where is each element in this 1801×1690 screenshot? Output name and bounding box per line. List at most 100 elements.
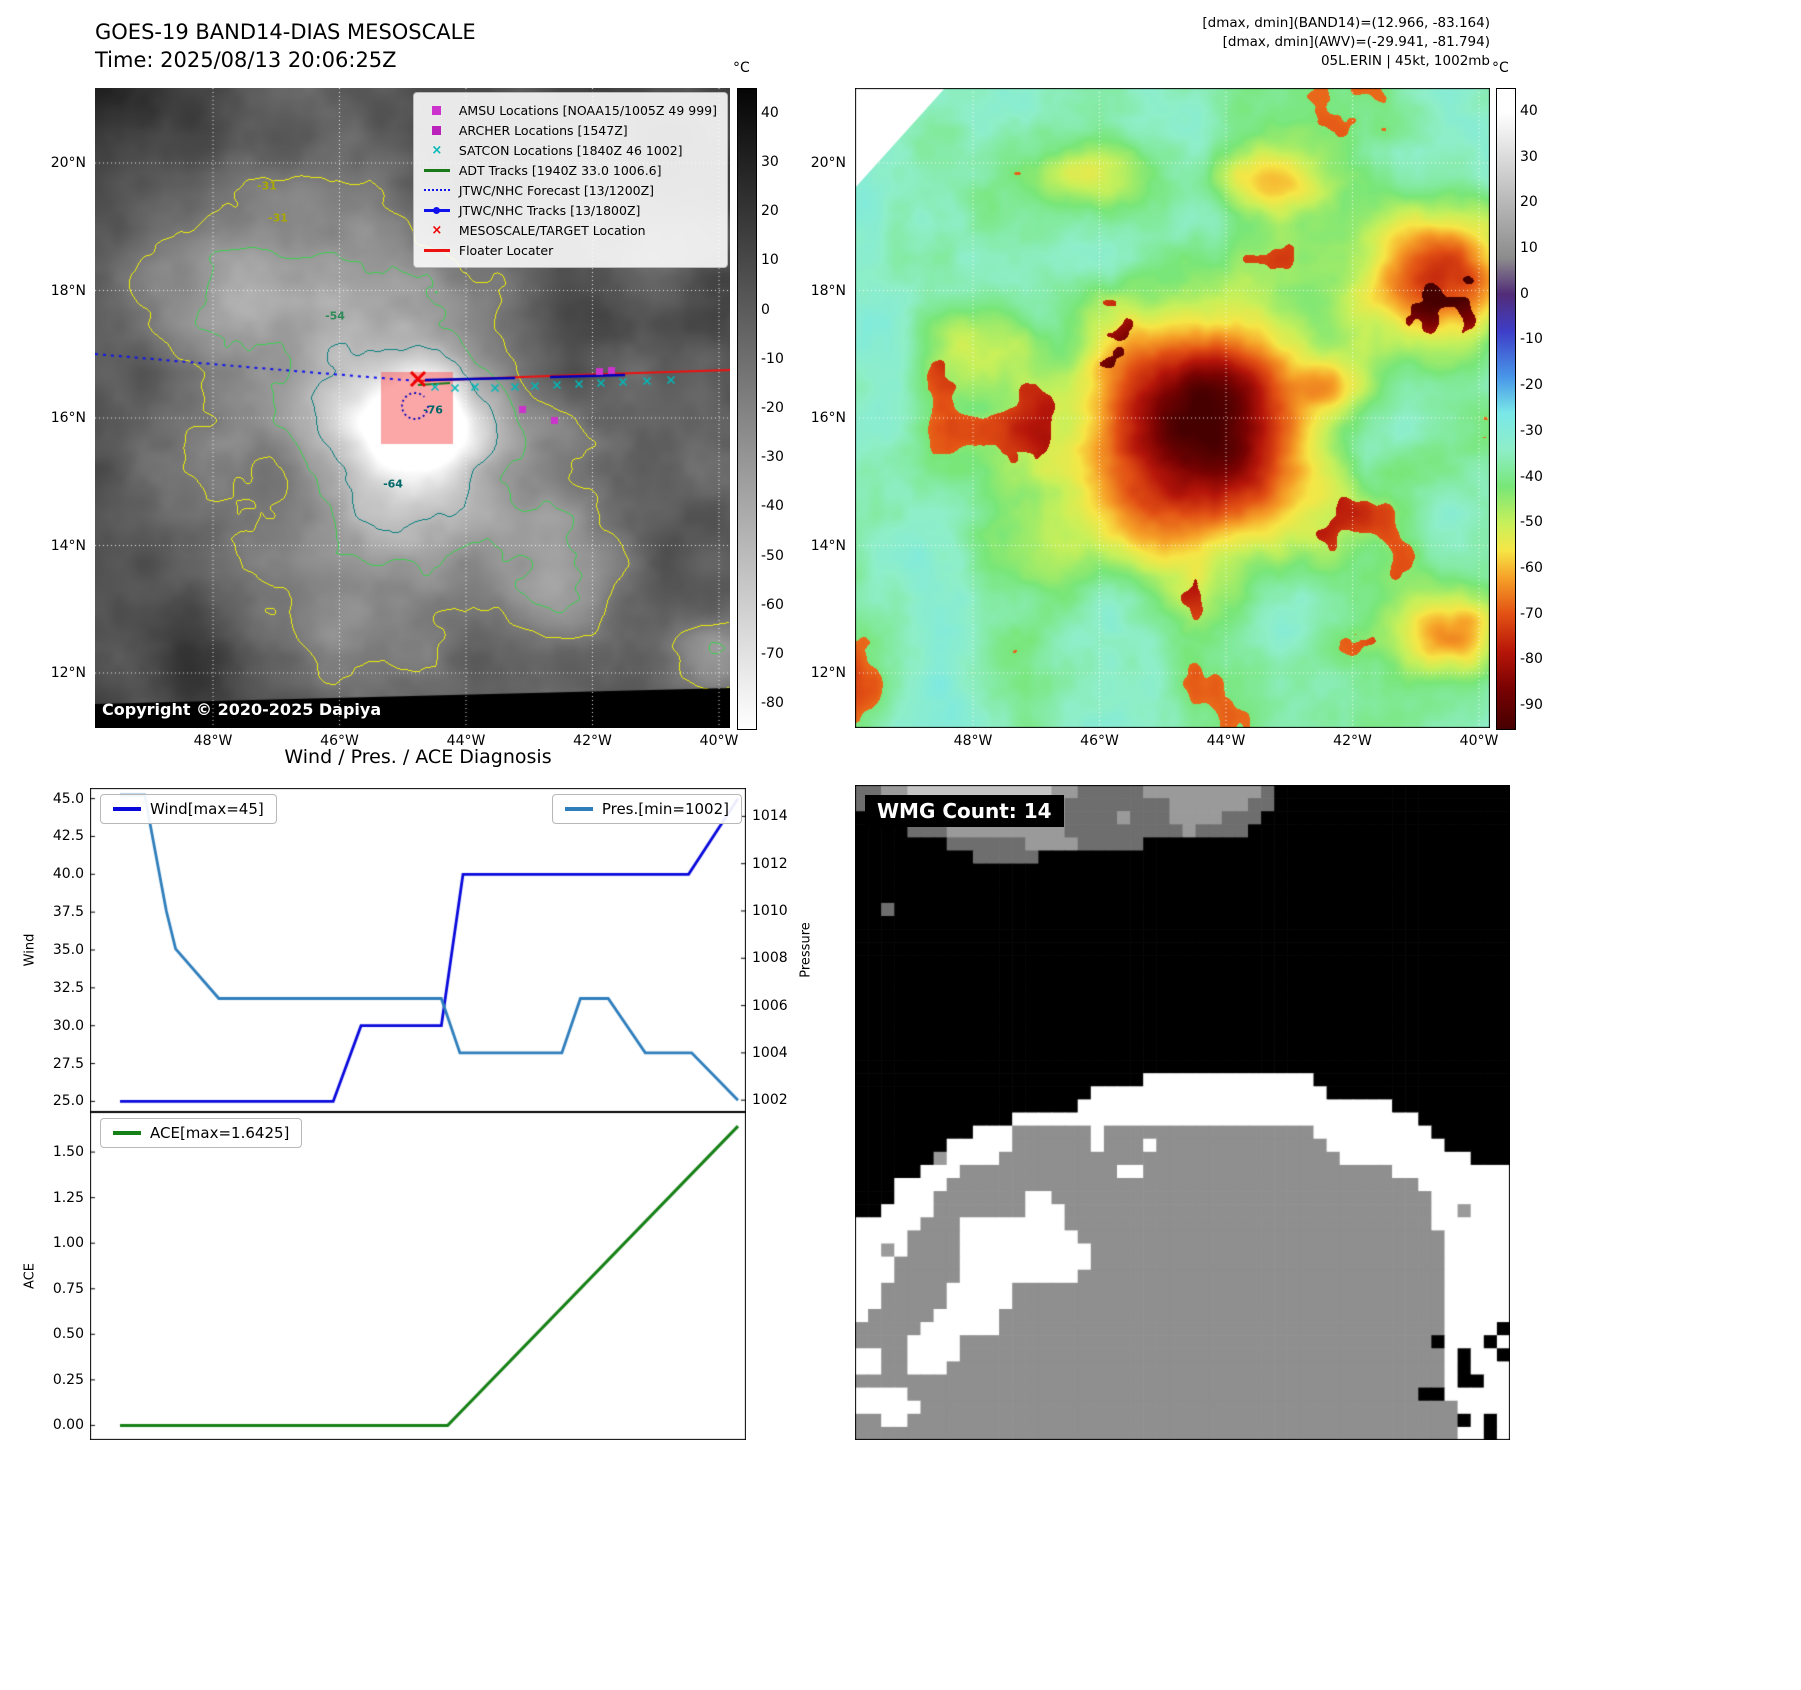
contour-label: -54 [325, 309, 345, 323]
axis-tick-label: 1008 [752, 950, 788, 967]
axis-tick-label: 0.25 [52, 1371, 84, 1388]
legend-item: AMSU Locations [NOAA15/1005Z 49 999] [422, 100, 717, 120]
legend-item-label: AMSU Locations [NOAA15/1005Z 49 999] [458, 102, 717, 118]
legend-item: JTWC/NHC Forecast [13/1200Z] [422, 180, 717, 200]
axis-tick-label: -10 [761, 350, 784, 367]
axis-tick-label: 42°W [573, 733, 612, 749]
axis-tick-label: 48°W [193, 733, 233, 749]
axis-tick-label: 12°N [50, 665, 86, 681]
axis-tick-label: -90 [1520, 697, 1543, 714]
contour-label: -31 [268, 211, 288, 225]
map-legend: AMSU Locations [NOAA15/1005Z 49 999] ARCH… [412, 92, 728, 268]
axis-tick-label: 1012 [752, 855, 788, 872]
contour-label: -76 [423, 403, 443, 417]
axis-tick-label: 1.50 [52, 1144, 84, 1161]
axis-tick-label: 18°N [810, 282, 846, 299]
axis-tick-label: 42.5 [52, 828, 84, 845]
wind-line-sample [113, 807, 141, 811]
axis-tick-label: 20°N [50, 155, 86, 171]
axis-tick-label: 1.00 [52, 1235, 84, 1252]
axis-tick-label: 12°N [810, 665, 846, 681]
wmg-count-label: WMG Count: 14 [865, 795, 1064, 827]
axis-tick-label: 40 [761, 104, 779, 121]
axis-tick-label: 14°N [50, 537, 86, 554]
axis-tick-label: -20 [1520, 377, 1543, 394]
axis-tick-label: -70 [761, 646, 784, 663]
line-marker-icon [422, 206, 452, 214]
pressure-line-sample [564, 807, 593, 811]
x-marker-icon: × [431, 142, 443, 158]
contour-label: -64 [383, 477, 403, 491]
x-marker-icon: × [431, 222, 443, 238]
axis-tick-label: -30 [1520, 422, 1543, 439]
legend-item: ARCHER Locations [1547Z] [422, 120, 717, 140]
legend-item-label: MESOSCALE/TARGET Location [458, 222, 646, 238]
axis-tick-label: -60 [1520, 560, 1543, 576]
dmax-dmin-awv-line: [dmax, dmin](AWV)=(-29.941, -81.794) [1222, 34, 1490, 50]
colorbar-unit-right: °C [1492, 60, 1509, 76]
legend-item-label: ARCHER Locations [1547Z] [458, 122, 628, 138]
axis-tick-label: -50 [1520, 514, 1543, 531]
satellite-map-title: GOES-19 BAND14-DIAS MESOSCALE [95, 20, 476, 44]
axis-tick-label: 30 [1520, 148, 1538, 165]
axis-tick-label: -40 [1520, 468, 1543, 485]
axis-tick-label: -40 [761, 498, 784, 515]
contour-label: -31 [257, 179, 277, 193]
axis-tick-label: 44°W [446, 733, 486, 749]
legend-item: ADT Tracks [1940Z 33.0 1006.6] [422, 160, 717, 180]
pressure-legend: Pres.[min=1002] [551, 794, 742, 824]
axis-tick-label: 40 [1520, 102, 1538, 119]
wind-legend: Wind[max=45] [100, 794, 277, 824]
legend-item-label: ADT Tracks [1940Z 33.0 1006.6] [458, 162, 662, 178]
satellite-map-timestamp: Time: 2025/08/13 20:06:25Z [95, 48, 397, 72]
axis-tick-label: 46°W [320, 733, 359, 749]
dmax-dmin-band14-line: [dmax, dmin](BAND14)=(12.966, -83.164) [1202, 15, 1490, 31]
ace-axis-label: ACE [22, 1263, 38, 1289]
axis-tick-label: 40°W [699, 733, 739, 749]
axis-tick-label: 25.0 [52, 1093, 84, 1110]
axis-tick-label: -60 [761, 596, 784, 613]
legend-item: JTWC/NHC Tracks [13/1800Z] [422, 200, 717, 220]
axis-tick-label: 27.5 [52, 1055, 84, 1072]
storm-id-intensity-line: 05L.ERIN | 45kt, 1002mb [1320, 53, 1490, 69]
axis-tick-label: 0 [1520, 285, 1529, 302]
axis-tick-label: 10 [761, 252, 779, 269]
axis-tick-label: -80 [761, 695, 784, 712]
wmg-panel: WMG Count: 14 [855, 785, 1510, 1440]
legend-item-label: JTWC/NHC Forecast [13/1200Z] [458, 182, 655, 198]
copyright-watermark: Copyright © 2020-2025 Dapiya [102, 700, 382, 719]
wind-pressure-line-chart [90, 788, 746, 1112]
axis-tick-label: 16°N [50, 410, 86, 426]
axis-tick-label: -30 [761, 449, 784, 466]
axis-tick-label: 45.0 [52, 790, 84, 807]
axis-tick-label: 20 [761, 203, 779, 220]
axis-tick-label: 0.50 [52, 1326, 84, 1343]
axis-tick-label: 20°N [810, 155, 846, 171]
line-marker-icon [422, 189, 452, 191]
wind-axis-label: Wind [22, 933, 38, 967]
axis-tick-label: -50 [761, 547, 784, 564]
axis-tick-label: -80 [1520, 651, 1543, 668]
legend-item-label: SATCON Locations [1840Z 46 1002] [458, 142, 683, 158]
axis-tick-label: 1.25 [52, 1189, 84, 1206]
temperature-color-colorbar [1496, 88, 1516, 730]
diagnosis-chart-title: Wind / Pres. / ACE Diagnosis [284, 746, 552, 768]
axis-tick-label: 32.5 [52, 979, 84, 996]
legend-item: Floater Locater [422, 240, 717, 260]
axis-tick-label: 1006 [752, 997, 788, 1014]
ace-legend: ACE[max=1.6425] [100, 1118, 303, 1148]
axis-tick-label: 42°W [1333, 733, 1372, 749]
axis-tick-label: 1010 [752, 902, 788, 919]
legend-item: × MESOSCALE/TARGET Location [422, 220, 717, 240]
axis-tick-label: 40°W [1459, 733, 1499, 749]
square-marker-icon [422, 125, 452, 135]
axis-tick-label: 30.0 [52, 1017, 84, 1034]
axis-tick-label: 35.0 [52, 942, 84, 958]
axis-tick-label: 44°W [1206, 733, 1246, 749]
axis-tick-label: 14°N [810, 537, 846, 554]
axis-tick-label: 40.0 [52, 866, 84, 883]
colorbar-unit-left: °C [733, 60, 750, 76]
axis-tick-label: -70 [1520, 605, 1543, 622]
enhanced-color-satellite-image [855, 88, 1490, 728]
